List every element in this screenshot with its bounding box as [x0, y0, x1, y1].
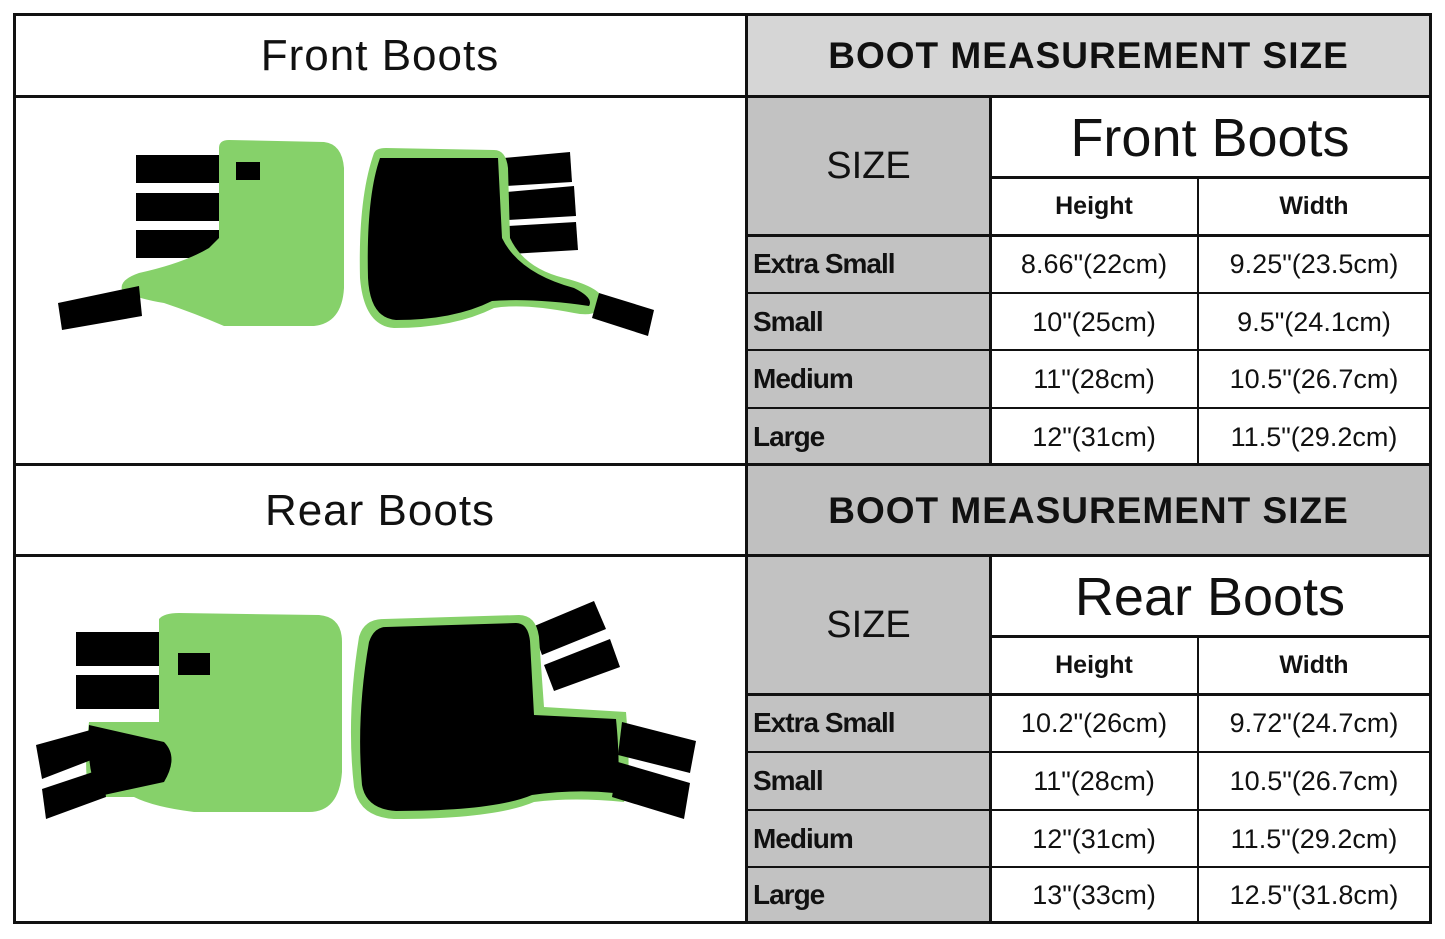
- height-value: 12"(31cm): [1032, 823, 1156, 854]
- front-boots-title: Front Boots: [260, 30, 500, 80]
- size-label: Small: [753, 306, 824, 337]
- grid-line: [747, 292, 1430, 294]
- rear-size-column-bg: [747, 556, 990, 923]
- height-value: 10"(25cm): [1032, 306, 1156, 337]
- width-value: 10.5"(26.7cm): [1229, 363, 1399, 394]
- size-label: Large: [753, 421, 825, 452]
- width-value: 9.5"(24.1cm): [1237, 306, 1391, 337]
- height-value: 11"(28cm): [1033, 765, 1155, 796]
- rear-boots-title: Rear Boots: [264, 485, 496, 535]
- front-col-height: Height: [1055, 191, 1133, 220]
- grid-line: [13, 95, 1432, 98]
- width-value: 12.5"(31.8cm): [1229, 879, 1399, 910]
- width-value: 11.5"(29.2cm): [1230, 823, 1398, 854]
- front-boot-outer: [58, 140, 344, 330]
- grid-line: [747, 349, 1430, 351]
- front-table-header: BOOT MEASUREMENT SIZE: [828, 34, 1349, 76]
- grid-line: [13, 13, 1432, 16]
- grid-line: [13, 13, 16, 924]
- grid-line: [13, 554, 1432, 557]
- grid-line: [747, 751, 1430, 753]
- width-value: 11.5"(29.2cm): [1230, 421, 1398, 452]
- front-boot-inner: [359, 148, 654, 336]
- size-label: Medium: [753, 823, 854, 854]
- rear-boot-outer: [36, 613, 342, 819]
- front-col-width: Width: [1279, 191, 1349, 220]
- grid-line: [745, 13, 748, 924]
- front-boots-illustration: [58, 140, 654, 336]
- grid-line: [1197, 636, 1199, 923]
- height-value: 10.2"(26cm): [1020, 707, 1168, 738]
- rear-boot-type: Rear Boots: [1074, 567, 1346, 627]
- grid-line: [747, 407, 1430, 409]
- rear-boots-illustration: [36, 601, 696, 819]
- size-label: Large: [753, 879, 825, 910]
- width-value: 9.72"(24.7cm): [1229, 707, 1399, 738]
- rear-col-width: Width: [1279, 650, 1349, 679]
- width-value: 10.5"(26.7cm): [1229, 765, 1399, 796]
- rear-size-label: SIZE: [826, 603, 911, 646]
- size-label: Small: [753, 765, 824, 796]
- front-boot-type: Front Boots: [1070, 108, 1350, 168]
- size-label: Extra Small: [753, 248, 896, 279]
- grid-line: [747, 234, 1430, 237]
- grid-line: [747, 866, 1430, 868]
- front-table-header-bg: [747, 15, 1430, 97]
- grid-line: [13, 463, 1432, 466]
- size-label: Medium: [753, 363, 854, 394]
- grid-line: [1197, 177, 1199, 465]
- height-value: 8.66"(22cm): [1020, 248, 1168, 279]
- front-size-column-bg: [747, 97, 990, 465]
- width-value: 9.25"(23.5cm): [1229, 248, 1399, 279]
- grid-line: [747, 809, 1430, 811]
- height-value: 13"(33cm): [1032, 879, 1156, 910]
- front-size-label: SIZE: [826, 144, 911, 187]
- height-value: 12"(31cm): [1032, 421, 1156, 452]
- rear-table-header: BOOT MEASUREMENT SIZE: [828, 489, 1349, 531]
- grid-line: [1429, 13, 1432, 924]
- rear-table-header-bg: [747, 465, 1430, 556]
- grid-line: [989, 97, 992, 465]
- rear-col-height: Height: [1055, 650, 1133, 679]
- height-value: 11"(28cm): [1033, 363, 1155, 394]
- size-label: Extra Small: [753, 707, 896, 738]
- grid-line: [990, 635, 1430, 638]
- rear-boot-inner: [350, 601, 696, 819]
- grid-line: [990, 176, 1430, 179]
- grid-line: [13, 921, 1432, 924]
- grid-line: [747, 693, 1430, 696]
- grid-line: [989, 556, 992, 923]
